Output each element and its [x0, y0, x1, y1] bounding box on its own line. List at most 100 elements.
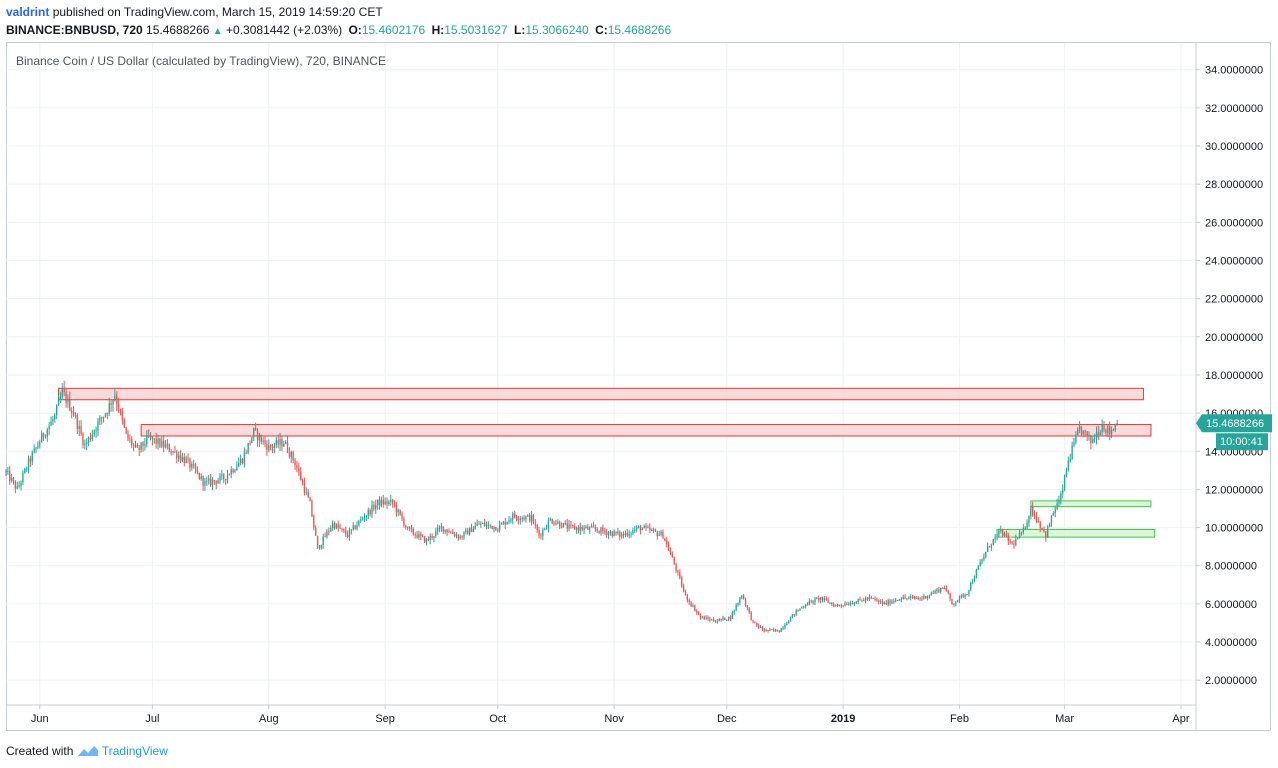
candle-body	[849, 603, 852, 605]
tradingview-brand[interactable]: TradingView	[101, 744, 168, 758]
time-tick-label: Aug	[259, 713, 279, 725]
candle-body	[350, 529, 353, 531]
candle-body	[384, 501, 386, 505]
candle-body	[5, 470, 7, 473]
candle-body	[532, 514, 535, 524]
candle-body	[840, 605, 842, 607]
candle-body	[900, 599, 902, 601]
chart-frame[interactable]	[6, 42, 1271, 731]
candle-body	[455, 535, 458, 537]
candle-body	[891, 601, 893, 604]
candle-body	[132, 445, 135, 447]
candle-body	[1026, 523, 1028, 529]
published-text: published on TradingView.com, March 15, …	[52, 5, 383, 19]
candle-body	[463, 531, 465, 538]
low-label: L:	[513, 23, 526, 37]
candle-body	[979, 562, 981, 567]
candle-body	[829, 602, 831, 604]
candle-body	[256, 429, 259, 441]
candle-body	[483, 522, 486, 526]
candle-body	[468, 527, 471, 535]
candle-body	[928, 595, 931, 597]
candle-body	[983, 556, 985, 560]
candle-body	[697, 612, 700, 615]
candle-body	[951, 598, 953, 605]
candle-body	[913, 596, 916, 599]
candle-body	[1020, 532, 1023, 534]
candle-body	[1107, 426, 1109, 433]
candle-body	[540, 535, 542, 537]
candle-body	[1003, 533, 1006, 537]
candle-body	[699, 614, 702, 618]
candle-body	[376, 499, 379, 505]
candle-body	[198, 472, 201, 479]
candle-body	[848, 604, 850, 606]
candle-body	[525, 516, 527, 520]
support-zone	[1030, 500, 1152, 508]
candle-body	[1001, 529, 1004, 537]
candle-body	[879, 601, 882, 603]
candle-body	[345, 530, 347, 535]
candle-body	[714, 621, 717, 623]
candle-body	[1000, 529, 1002, 531]
candle-body	[292, 452, 294, 461]
candle-body	[307, 491, 309, 498]
candle-body	[617, 531, 619, 534]
chart-grid	[6, 43, 1196, 705]
candle-body	[757, 625, 760, 628]
candle-body	[472, 528, 475, 533]
candle-body	[14, 481, 17, 489]
candle-body	[174, 451, 176, 453]
high-label: H:	[431, 23, 445, 37]
candle-body	[750, 612, 752, 620]
candle-body	[932, 592, 934, 594]
candle-body	[686, 595, 689, 601]
candle-body	[707, 617, 709, 619]
candle-body	[566, 523, 568, 529]
candle-body	[194, 465, 197, 471]
candle-body	[356, 525, 358, 529]
candle-body	[692, 605, 694, 607]
candle-body	[690, 602, 692, 606]
candle-body	[196, 470, 199, 473]
candle-body	[1009, 541, 1011, 543]
candle-body	[773, 629, 775, 631]
candle-body	[221, 474, 223, 476]
candle-body	[733, 610, 735, 613]
candle-body	[136, 444, 139, 448]
author-link[interactable]: valdrint	[6, 5, 50, 19]
candle-body	[367, 509, 369, 516]
candle-body	[966, 594, 968, 596]
candle-body	[895, 600, 897, 602]
candle-body	[215, 481, 217, 484]
candle-body	[277, 440, 279, 445]
candle-body	[769, 629, 771, 631]
change-value: +0.3081442 (+2.03%)	[226, 23, 343, 37]
candle-body	[1105, 429, 1107, 433]
candle-body	[418, 533, 420, 538]
candle-body	[1116, 423, 1118, 426]
candle-body	[288, 452, 291, 457]
candle-body	[724, 617, 726, 621]
candle-body	[213, 480, 216, 482]
candle-body	[729, 616, 732, 619]
candle-body	[872, 597, 874, 599]
candle-body	[482, 522, 484, 524]
candle-body	[549, 519, 551, 521]
candle-body	[662, 531, 664, 539]
candle-body	[112, 399, 114, 405]
candle-body	[42, 433, 45, 437]
candle-body	[131, 439, 133, 446]
candle-body	[675, 563, 677, 571]
candle-body	[93, 430, 95, 435]
candle-body	[388, 501, 390, 504]
candle-body	[523, 517, 525, 520]
candle-body	[461, 536, 463, 538]
candle-body	[506, 522, 508, 525]
candle-body	[530, 514, 533, 522]
time-tick-label: Feb	[950, 713, 969, 725]
candle-body	[375, 504, 377, 510]
candle-body	[600, 527, 602, 533]
candle-body	[1032, 506, 1034, 516]
